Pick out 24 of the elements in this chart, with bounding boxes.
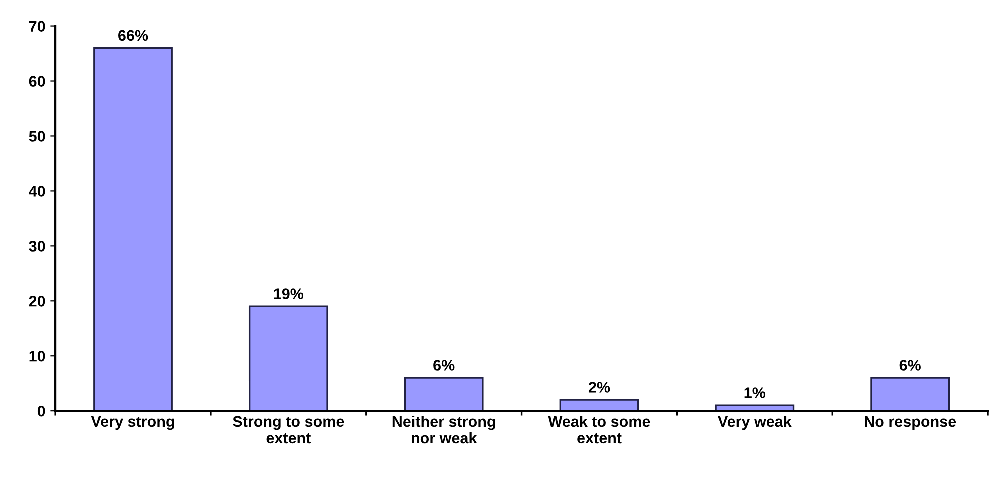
data-label: 6% xyxy=(434,360,455,371)
y-tick-label: 30 xyxy=(29,241,46,252)
x-tick-label: Very strong xyxy=(91,416,174,430)
x-tick-label: No response xyxy=(865,416,956,430)
bar xyxy=(870,377,950,412)
y-tick-label: 70 xyxy=(29,21,46,32)
bar xyxy=(404,377,484,412)
x-tick-label: Very weak xyxy=(718,416,792,430)
x-tick-label: Strong to some extent xyxy=(233,416,344,444)
data-label: 1% xyxy=(744,388,766,398)
y-tick-label: 20 xyxy=(29,296,46,307)
y-tick-label: 10 xyxy=(30,350,46,362)
data-label: 2% xyxy=(588,382,610,393)
y-tick-label: 0 xyxy=(38,406,46,417)
y-tick-label: 50 xyxy=(29,131,46,142)
data-label: 6% xyxy=(900,360,921,371)
data-label: 66% xyxy=(118,30,148,42)
x-tick-label: Neither strong nor weak xyxy=(392,416,496,444)
y-tick-label: 40 xyxy=(29,186,46,197)
y-tick-label: 60 xyxy=(29,76,46,87)
x-tick-label: Weak to some extent xyxy=(548,416,650,444)
data-label: 19% xyxy=(274,288,304,300)
bar xyxy=(94,47,173,412)
bar xyxy=(248,306,328,412)
